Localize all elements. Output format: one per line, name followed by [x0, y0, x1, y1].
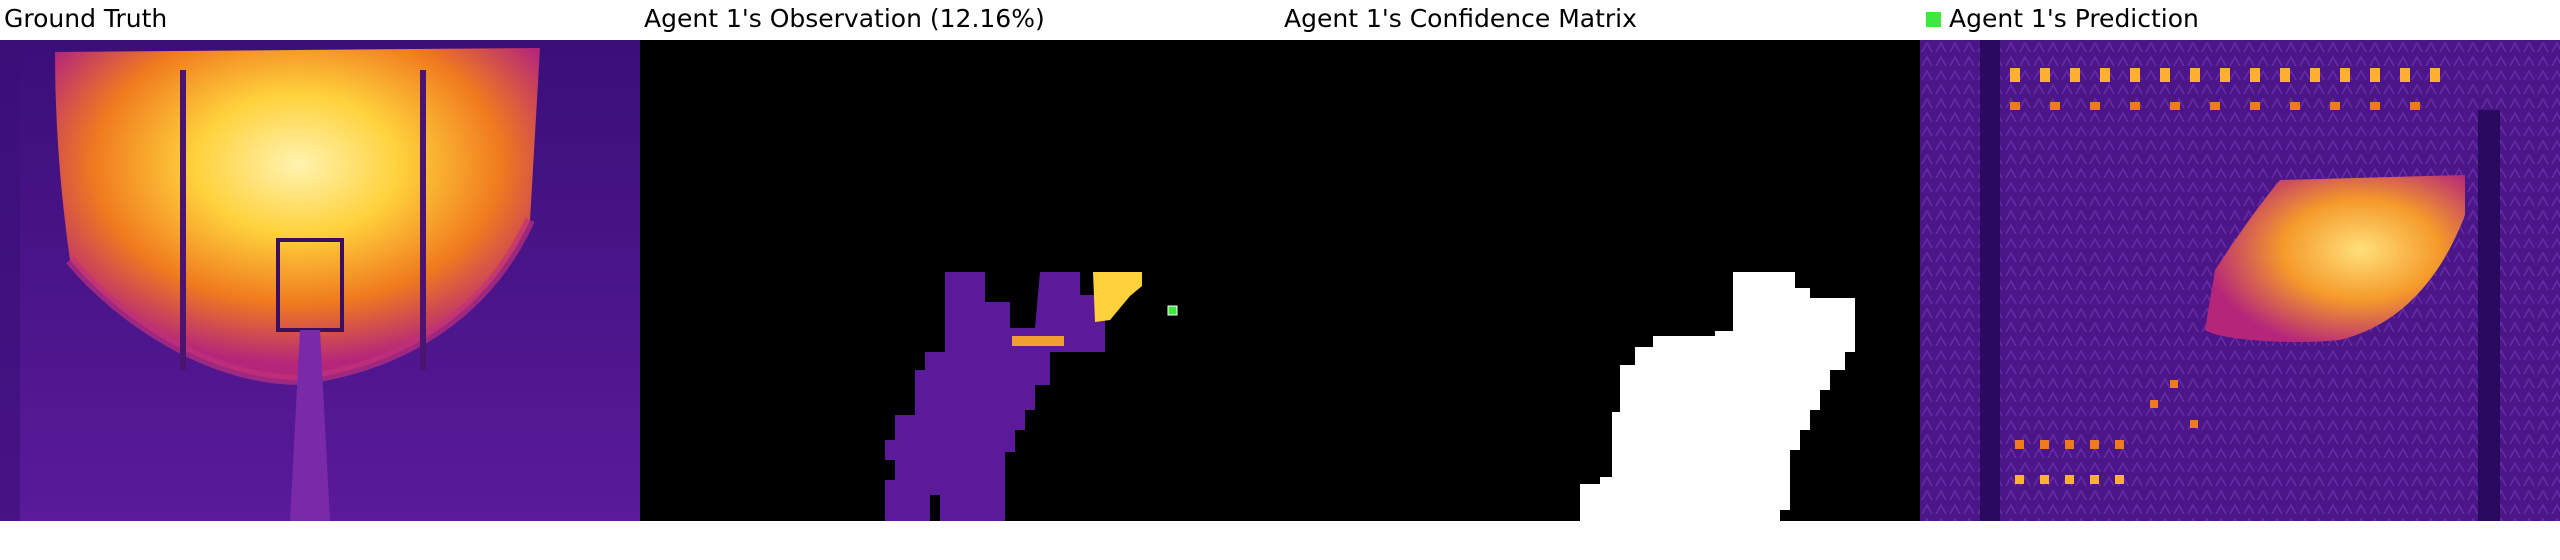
ground-truth-left-strip: [0, 40, 20, 521]
confidence-background: [1280, 40, 1920, 521]
observation-title: Agent 1's Observation (12.16%): [644, 4, 1045, 33]
ground-truth-fire-region: [55, 48, 540, 380]
ground-truth-title: Ground Truth: [4, 4, 168, 33]
prediction-left-dark-band: [1980, 40, 2000, 521]
ground-truth-tower-right: [420, 70, 426, 370]
prediction-title: Agent 1's Prediction: [1949, 4, 2199, 33]
prediction-fire-region: [2205, 175, 2465, 342]
observation-fire-patch-top: [1093, 272, 1142, 322]
prediction-artifact-row-bottom: [2015, 380, 2198, 484]
agent-position-marker: [1167, 305, 1178, 316]
ground-truth-pole: [290, 330, 330, 521]
panel-ground-truth: Ground Truth: [0, 0, 640, 521]
ground-truth-tower-left: [180, 70, 186, 370]
observation-fire-patch-left: [1012, 336, 1064, 346]
panel-title-ground-truth: Ground Truth: [4, 2, 167, 36]
green-square-icon: [1926, 11, 1941, 27]
panel-prediction: Agent 1's Prediction: [1920, 0, 2560, 521]
panel-title-prediction: Agent 1's Prediction: [1924, 2, 2199, 36]
confidence-title: Agent 1's Confidence Matrix: [1284, 4, 1637, 33]
observation-visible-region: [885, 272, 1105, 521]
prediction-right-dark-band: [2478, 110, 2500, 521]
ground-truth-thermal-image: [0, 40, 640, 521]
prediction-artifact-row-top: [2010, 68, 2440, 110]
observation-thermal-image: [640, 40, 1280, 521]
panel-title-observation: Agent 1's Observation (12.16%): [644, 2, 1045, 36]
prediction-thermal-image: [1920, 40, 2560, 521]
panel-title-confidence: Agent 1's Confidence Matrix: [1284, 2, 1637, 36]
confidence-known-region: [1580, 272, 1855, 521]
confidence-matrix-image: [1280, 40, 1920, 521]
panel-confidence: Agent 1's Confidence Matrix: [1280, 0, 1920, 521]
panel-observation: Agent 1's Observation (12.16%): [640, 0, 1280, 521]
